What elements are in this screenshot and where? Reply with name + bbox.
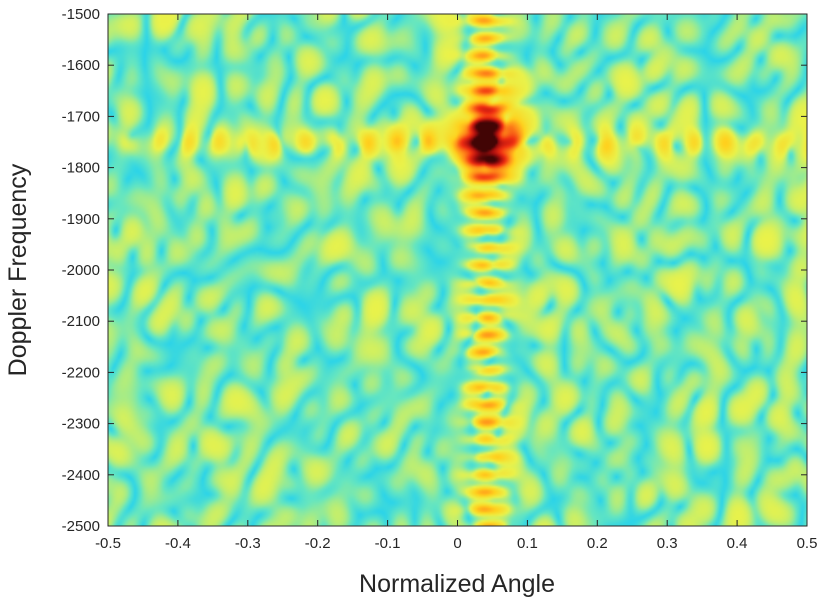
x-axis-label: Normalized Angle xyxy=(359,570,555,598)
y-axis-ticks xyxy=(108,13,807,527)
x-tick-label: 0.3 xyxy=(657,535,678,552)
y-tick-label: -1500 xyxy=(62,6,100,23)
y-tick-label: -1800 xyxy=(62,160,100,177)
y-axis-label: Doppler Frequency xyxy=(4,163,32,376)
y-tick-label: -2100 xyxy=(62,313,100,330)
y-tick-label: -2500 xyxy=(62,518,100,535)
y-tick-label: -2200 xyxy=(62,364,100,381)
heatmap-image xyxy=(108,14,807,526)
y-tick-label: -2300 xyxy=(62,416,100,433)
y-tick-label: -1900 xyxy=(62,211,100,228)
x-axis-ticks xyxy=(107,14,808,526)
x-tick-label: 0.5 xyxy=(797,535,818,552)
x-tick-label: -0.5 xyxy=(95,535,121,552)
x-tick-label: -0.2 xyxy=(305,535,331,552)
y-axis-tick-labels: -1500 -1600 -1700 -1800 -1900 -2000 -2100 -2200… xyxy=(62,6,100,535)
y-tick-label: -2000 xyxy=(62,262,100,279)
x-tick-label: 0 xyxy=(453,535,461,552)
y-tick-label: -1700 xyxy=(62,108,100,125)
x-tick-label: 0.1 xyxy=(517,535,538,552)
x-tick-label: 0.2 xyxy=(587,535,608,552)
x-tick-label: -0.1 xyxy=(375,535,401,552)
x-tick-label: -0.4 xyxy=(165,535,191,552)
y-tick-label: -2400 xyxy=(62,467,100,484)
x-axis-tick-labels: -0.5 -0.4 -0.3 -0.2 -0.1 0 0.1 0.2 0.3 0.4 0.5 xyxy=(95,535,817,552)
x-tick-label: -0.3 xyxy=(235,535,261,552)
x-tick-label: 0.4 xyxy=(727,535,748,552)
y-tick-label: -1600 xyxy=(62,57,100,74)
